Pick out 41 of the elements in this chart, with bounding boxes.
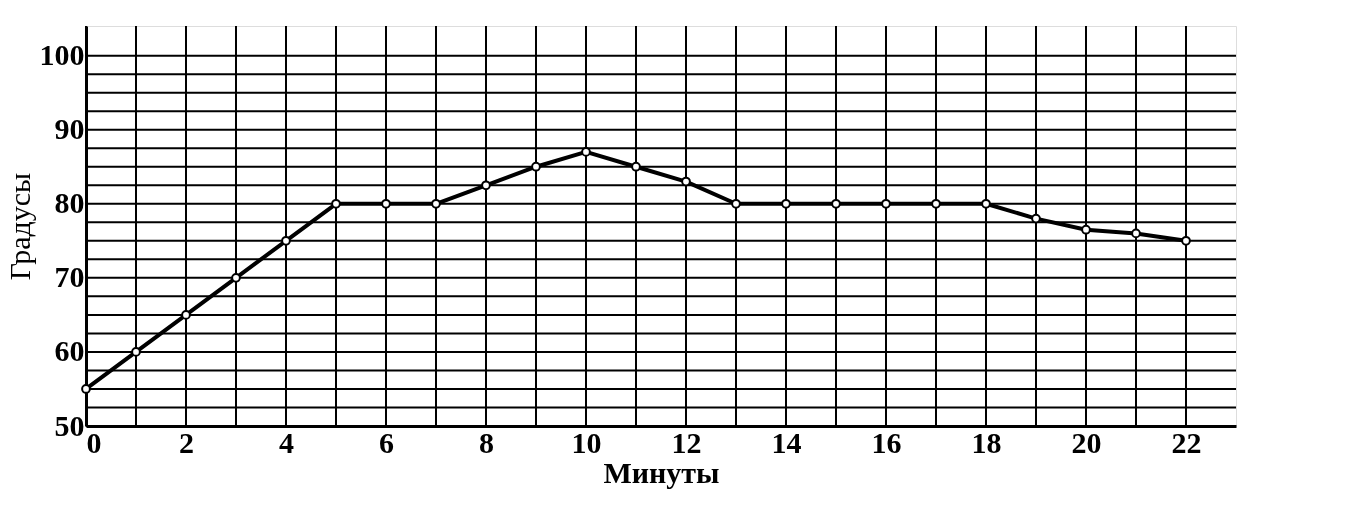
x-tick-label: 16 — [871, 425, 902, 459]
point — [1131, 228, 1141, 239]
x-tick-label: 14 — [771, 425, 802, 459]
x-tick-label: 0 — [86, 425, 102, 459]
x-tick-label: 22 — [1171, 425, 1202, 459]
point — [1181, 235, 1191, 246]
x-tick-label: 18 — [971, 425, 1002, 459]
point — [531, 161, 541, 172]
point — [131, 347, 141, 357]
y-tick-label: 60 — [54, 334, 85, 368]
point — [231, 272, 241, 283]
y-tick-label: 80 — [54, 186, 85, 220]
x-tick-label: 10 — [571, 425, 602, 459]
point — [631, 161, 641, 172]
y-tick-label: 50 — [54, 408, 85, 442]
point — [581, 147, 591, 157]
y-axis-title: Градусы — [2, 172, 36, 281]
point — [731, 198, 741, 209]
point — [331, 198, 341, 209]
point — [81, 384, 91, 394]
point — [831, 198, 841, 209]
point — [681, 176, 691, 187]
point — [181, 310, 191, 320]
point — [1081, 224, 1091, 235]
point — [781, 198, 791, 209]
point — [931, 198, 941, 209]
point — [881, 198, 891, 209]
point — [1031, 213, 1041, 224]
y-tick-label: 70 — [54, 260, 85, 294]
x-tick-label: 8 — [479, 425, 494, 459]
x-tick-label: 4 — [279, 425, 294, 459]
point — [481, 180, 491, 191]
x-tick-label: 6 — [379, 425, 394, 459]
y-tick-label: 100 — [39, 38, 85, 72]
point — [981, 198, 991, 209]
point — [381, 198, 391, 209]
point — [281, 235, 291, 246]
x-tick-label: 2 — [179, 425, 194, 459]
point — [431, 198, 441, 209]
x-tick-label: 20 — [1071, 425, 1102, 459]
y-tick-label: 90 — [54, 112, 85, 146]
